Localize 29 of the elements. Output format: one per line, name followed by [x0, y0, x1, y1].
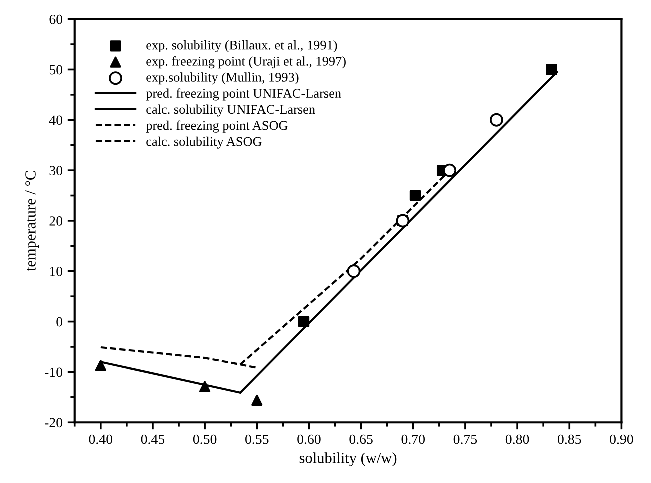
x-tick-label: 0.45 — [141, 434, 165, 444]
legend-label: calc. solubility ASOG — [146, 136, 262, 149]
legend-label: pred. freezing point UNIFAC-Larsen — [146, 88, 342, 101]
legend-label: exp. solubility (Billaux. et al., 1991) — [146, 40, 338, 53]
x-tick-label: 0.50 — [193, 434, 217, 444]
x-tick-label: 0.55 — [246, 434, 269, 444]
x-tick-label: 0.90 — [610, 434, 634, 444]
legend-label: exp. freezing point (Uraji et al., 1997) — [146, 56, 346, 69]
x-tick-label: 0.75 — [454, 434, 478, 444]
y-tick-label: 50 — [50, 65, 63, 75]
x-tick-label: 0.80 — [506, 434, 530, 444]
y-tick-label: -10 — [45, 368, 63, 378]
x-tick-label: 0.60 — [298, 434, 321, 444]
x-axis-title: solubility (w/w) — [300, 452, 397, 466]
y-tick-label: 30 — [50, 166, 63, 176]
x-tick-label: 0.40 — [89, 434, 113, 444]
legend-label: calc. solubility UNIFAC-Larsen — [146, 104, 316, 117]
legend-label: pred. freezing point ASOG — [146, 120, 288, 133]
legend-label: exp.solubility (Mullin, 1993) — [146, 72, 299, 85]
x-tick-label: 0.65 — [350, 434, 373, 444]
y-tick-label: 40 — [49, 116, 63, 126]
y-tick-label: 60 — [50, 14, 63, 24]
x-tick-label: 0.70 — [402, 434, 426, 444]
x-tick-label: 0.85 — [558, 434, 582, 444]
y-tick-label: 0 — [56, 317, 63, 327]
y-tick-label: 10 — [50, 266, 63, 276]
y-axis-title: temperature / °C — [26, 171, 39, 272]
y-tick-label: -20 — [45, 418, 63, 428]
y-tick-label: 20 — [50, 216, 63, 226]
